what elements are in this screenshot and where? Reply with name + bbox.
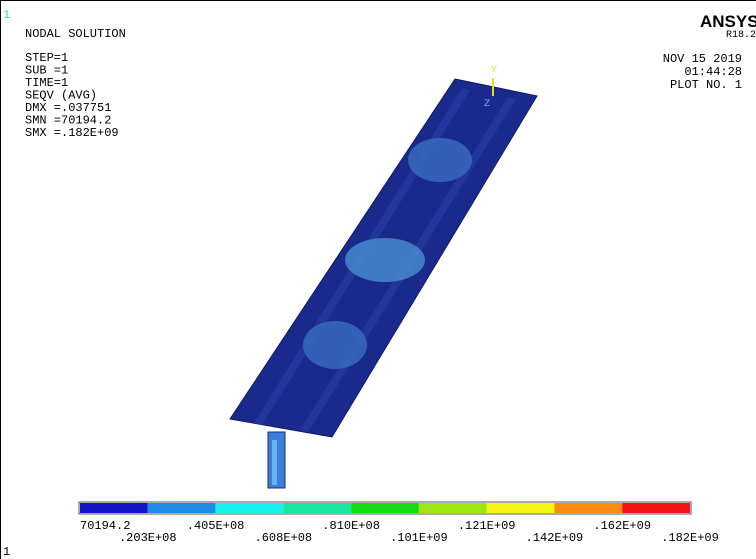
info-line: SMX =.182E+09 [25, 126, 119, 140]
legend-label: .608E+08 [255, 531, 313, 545]
legend-label: .162E+09 [593, 519, 651, 533]
legend-swatch [283, 503, 351, 513]
legend-swatch [351, 503, 419, 513]
time: 01:44:28 [684, 65, 742, 79]
plot-title: NODAL SOLUTION [25, 27, 126, 41]
date: NOV 15 2019 [663, 52, 742, 66]
triad-y: Y [491, 65, 497, 76]
legend-swatch [419, 503, 487, 513]
legend-label: .203E+08 [119, 531, 177, 545]
legend-label: .121E+09 [458, 519, 516, 533]
legend-label: .810E+08 [322, 519, 380, 533]
legend-swatch [148, 503, 216, 513]
support-face [272, 440, 277, 485]
version: R18.2 [726, 30, 756, 41]
stress-patch [345, 238, 425, 282]
ansys-graphics-window: 1 NODAL SOLUTION STEP=1SUB =1TIME=1SEQV … [0, 0, 756, 559]
legend-swatch [487, 503, 555, 513]
legend-label: .101E+09 [390, 531, 448, 545]
legend-label: .182E+09 [661, 531, 719, 545]
window-number: 1 [3, 8, 10, 22]
footer-number: 1 [3, 545, 10, 559]
legend-swatch [622, 503, 690, 513]
triad-z: Z [484, 99, 490, 110]
legend-label: .405E+08 [187, 519, 245, 533]
stress-patch [408, 138, 472, 182]
brand-name: ANSYS [700, 12, 756, 31]
legend-label: .142E+09 [526, 531, 584, 545]
legend-swatch [216, 503, 284, 513]
legend-swatch [554, 503, 622, 513]
plot-number: PLOT NO. 1 [670, 78, 742, 92]
legend-swatch [80, 503, 148, 513]
stress-patch [303, 321, 367, 369]
